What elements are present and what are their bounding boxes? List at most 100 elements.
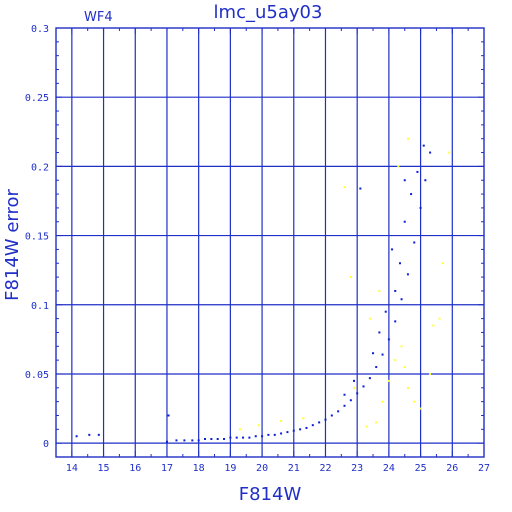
data-point-secondary	[438, 317, 441, 320]
series-primary-points	[75, 144, 432, 443]
data-point-primary	[254, 435, 257, 438]
y-tick-label: 0.15	[25, 232, 49, 243]
data-point-secondary	[280, 420, 283, 423]
data-point-primary	[343, 404, 346, 407]
data-point-primary	[165, 440, 168, 443]
data-point-primary	[286, 431, 289, 434]
data-point-primary	[330, 414, 333, 417]
chart-title: lmc_u5ay03	[214, 2, 323, 23]
data-point-primary	[381, 353, 384, 356]
data-point-secondary	[406, 386, 409, 389]
data-point-primary	[318, 421, 321, 424]
data-point-secondary	[400, 345, 403, 348]
data-point-primary	[429, 151, 432, 154]
data-point-primary	[299, 428, 302, 431]
data-point-primary	[398, 262, 401, 265]
data-point-primary	[372, 352, 375, 355]
y-axis-label: F814W error	[2, 189, 23, 301]
tick-labels: 14 15 16 17 18 19 20 21 22 23 24 25 26 27 0 0.05 0.1 0.15…	[25, 24, 490, 474]
data-point-secondary	[368, 317, 371, 320]
data-point-secondary	[257, 424, 260, 427]
x-tick-label: 18	[193, 463, 205, 474]
data-point-primary	[235, 436, 238, 439]
data-point-primary	[97, 433, 100, 436]
data-point-secondary	[394, 359, 397, 362]
data-point-primary	[175, 439, 178, 442]
data-point-primary	[424, 179, 427, 182]
data-point-primary	[75, 435, 78, 438]
data-point-secondary	[429, 372, 432, 375]
data-point-primary	[403, 179, 406, 182]
x-tick-label: 24	[383, 463, 395, 474]
data-point-secondary	[302, 417, 305, 420]
x-tick-label: 16	[129, 463, 141, 474]
data-point-primary	[191, 439, 194, 442]
data-point-primary	[216, 438, 219, 441]
data-point-secondary	[397, 165, 400, 168]
data-point-primary	[378, 331, 381, 334]
data-point-primary	[167, 414, 170, 417]
y-tick-label: 0.05	[25, 370, 49, 381]
data-point-primary	[229, 436, 232, 439]
y-tick-label: 0.2	[31, 162, 49, 173]
data-point-primary	[280, 432, 283, 435]
data-point-primary	[356, 392, 359, 395]
x-axis-label: F814W	[239, 484, 302, 505]
data-point-secondary	[419, 407, 422, 410]
plot-frame	[55, 27, 485, 458]
y-tick-label: 0	[43, 439, 49, 450]
data-point-primary	[400, 298, 403, 301]
x-tick-label: 25	[415, 463, 427, 474]
data-point-primary	[311, 424, 314, 427]
data-point-primary	[403, 220, 406, 223]
data-point-primary	[183, 439, 186, 442]
x-tick-label: 27	[478, 463, 490, 474]
data-point-primary	[223, 438, 226, 441]
data-point-primary	[419, 206, 422, 209]
data-point-primary	[88, 433, 91, 436]
data-point-primary	[242, 436, 245, 439]
data-point-primary	[204, 438, 207, 441]
data-point-primary	[305, 426, 308, 429]
data-point-primary	[391, 248, 394, 251]
data-point-primary	[267, 433, 270, 436]
data-point-primary	[353, 379, 356, 382]
data-point-primary	[406, 273, 409, 276]
data-point-secondary	[406, 137, 409, 140]
y-tick-label: 0.25	[25, 93, 49, 104]
data-point-primary	[394, 289, 397, 292]
data-point-primary	[261, 435, 264, 438]
data-point-primary	[362, 385, 365, 388]
x-tick-label: 17	[161, 463, 173, 474]
x-tick-label: 15	[98, 463, 110, 474]
data-point-primary	[359, 187, 362, 190]
data-point-secondary	[441, 262, 444, 265]
data-point-secondary	[353, 386, 356, 389]
data-point-primary	[292, 429, 295, 432]
data-point-primary	[387, 338, 390, 341]
data-point-primary	[394, 320, 397, 323]
x-tick-label: 20	[256, 463, 268, 474]
data-point-primary	[273, 433, 276, 436]
x-tick-label: 14	[66, 463, 78, 474]
data-point-primary	[210, 438, 213, 441]
x-tick-label: 21	[288, 463, 300, 474]
data-point-secondary	[238, 428, 241, 431]
data-point-primary	[410, 193, 413, 196]
data-point-primary	[422, 144, 425, 147]
data-point-secondary	[413, 400, 416, 403]
data-point-primary	[413, 241, 416, 244]
data-point-secondary	[387, 379, 390, 382]
y-tick-label: 0.1	[31, 301, 49, 312]
data-point-primary	[349, 399, 352, 402]
data-point-primary	[375, 366, 378, 369]
data-point-secondary	[432, 324, 435, 327]
data-point-primary	[197, 439, 200, 442]
data-point-primary	[248, 436, 251, 439]
data-point-primary	[343, 393, 346, 396]
data-point-primary	[384, 310, 387, 313]
data-point-primary	[416, 170, 419, 173]
data-point-secondary	[343, 186, 346, 189]
